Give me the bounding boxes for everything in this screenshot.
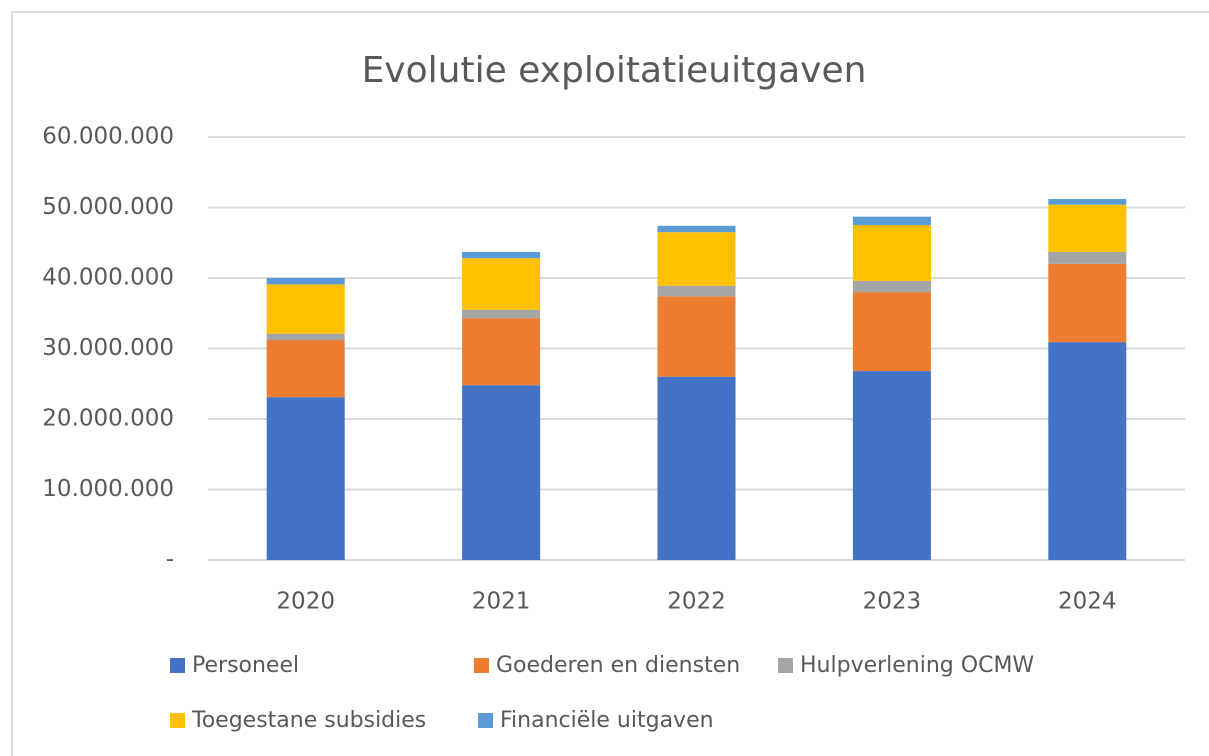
bar-segment [657, 225, 736, 233]
chart-title: Evolutie exploitatieuitgaven [362, 50, 867, 91]
y-tick-label: 10.000.000 [42, 476, 174, 502]
bar-segment [266, 340, 345, 398]
bar-segment [462, 258, 541, 310]
x-tick-label: 2023 [863, 589, 922, 615]
bar-segment [657, 232, 736, 286]
legend-swatch [170, 658, 185, 673]
legend-swatch [474, 658, 489, 673]
bar-segment [266, 333, 345, 341]
y-tick-label: 50.000.000 [42, 194, 174, 220]
y-tick-label: - [166, 547, 174, 573]
chart-frame [11, 11, 1209, 756]
legend-label: Personeel [192, 653, 299, 678]
x-tick-label: 2022 [667, 589, 726, 615]
bar-segment [852, 371, 931, 560]
x-tick-label: 2020 [276, 589, 335, 615]
legend-swatch [478, 713, 493, 728]
bar-segment [1048, 263, 1127, 343]
y-tick-label: 30.000.000 [42, 335, 174, 361]
x-tick-label: 2021 [472, 589, 531, 615]
y-tick-label: 20.000.000 [42, 406, 174, 432]
bar-segment [462, 318, 541, 386]
bar-segment [1048, 342, 1127, 560]
bar-segment [462, 251, 541, 259]
bar-segment [266, 278, 345, 285]
bar-segment [852, 216, 931, 226]
bar-segment [852, 280, 931, 293]
bar-segment [1048, 251, 1127, 264]
legend-label: Hulpverlening OCMW [800, 653, 1034, 678]
x-tick-label: 2024 [1058, 589, 1117, 615]
legend-label: Toegestane subsidies [191, 708, 426, 733]
bar-segment [852, 292, 931, 372]
bar-segment [1048, 199, 1127, 205]
legend-label: Financiële uitgaven [500, 708, 714, 733]
legend-swatch [778, 658, 793, 673]
legend-swatch [170, 713, 185, 728]
bar-segment [462, 309, 541, 319]
legend-label: Goederen en diensten [496, 653, 740, 678]
bar-segment [657, 285, 736, 297]
bar-segment [1048, 204, 1127, 252]
bar-segment [462, 385, 541, 560]
bar-segment [657, 376, 736, 560]
bar-segment [852, 225, 931, 281]
bar-segment [266, 397, 345, 560]
bar-segment [266, 284, 345, 334]
bar-segment [657, 296, 736, 377]
y-tick-label: 60.000.000 [42, 124, 174, 150]
y-tick-label: 40.000.000 [42, 265, 174, 291]
